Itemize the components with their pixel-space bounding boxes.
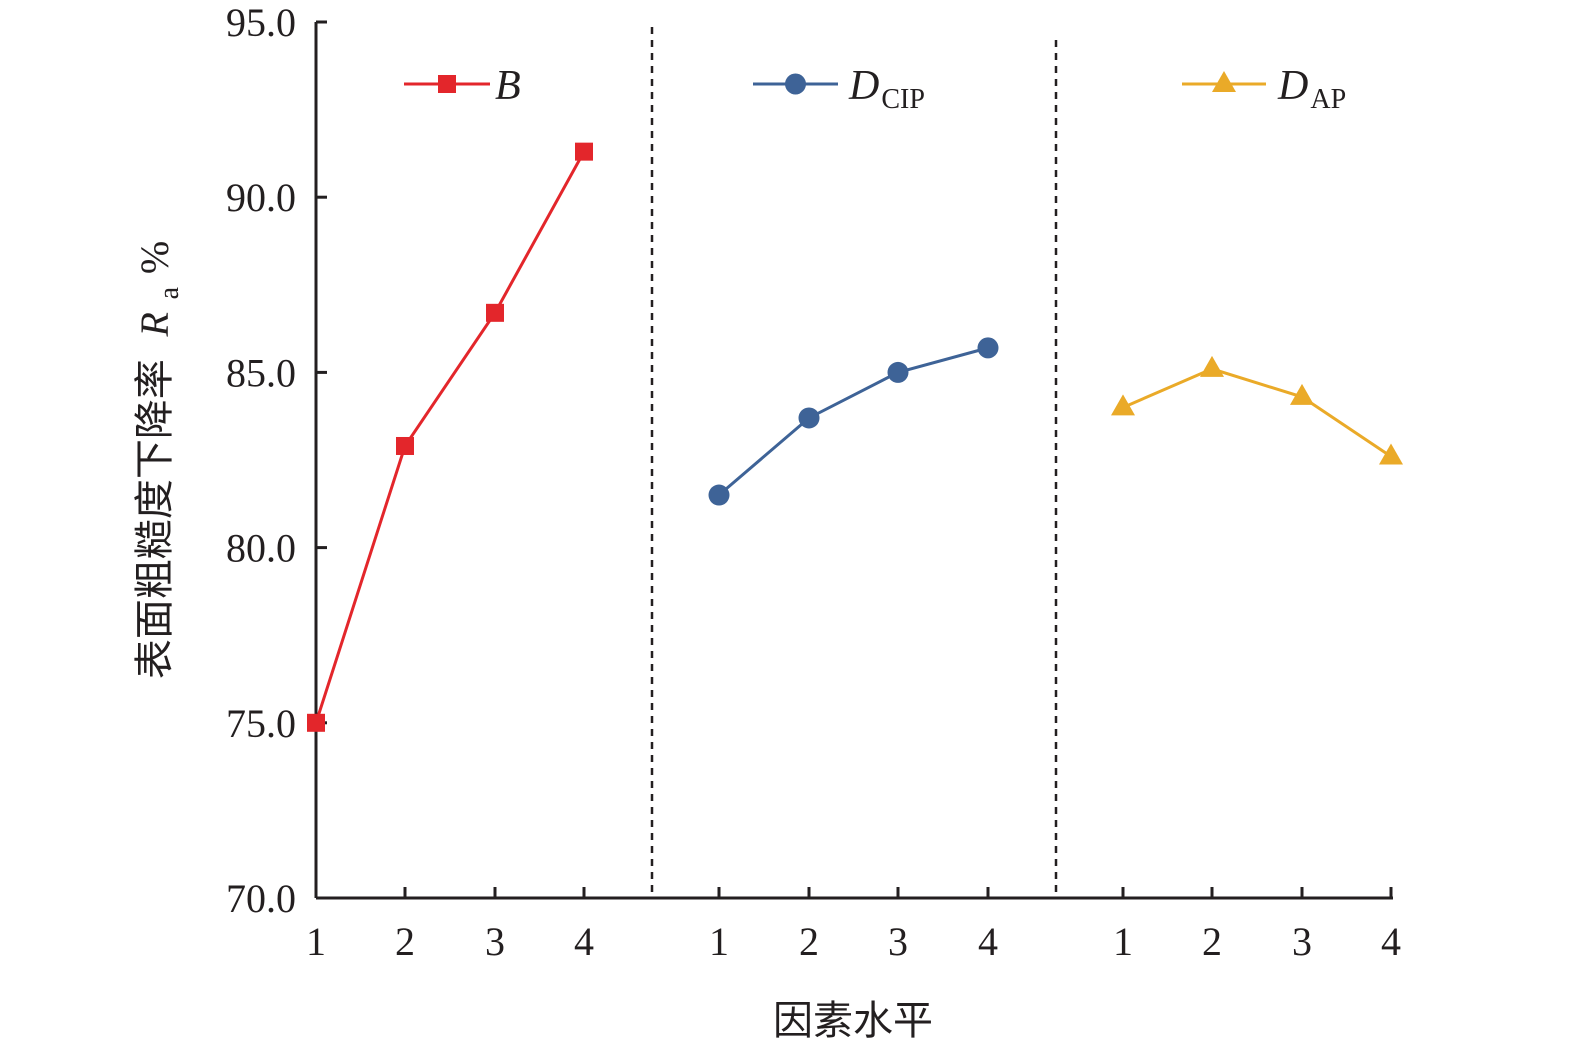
legend-label: B	[495, 63, 521, 109]
x-tick-label: 2	[1202, 919, 1222, 964]
series-d-cip	[708, 337, 999, 506]
data-point	[486, 303, 504, 322]
y-axis-title-symbol-sub: a	[154, 286, 185, 299]
data-point	[1111, 394, 1135, 416]
y-tick-label: 90.0	[226, 175, 296, 220]
series	[307, 142, 1403, 732]
legend-label: DAP	[1277, 63, 1346, 115]
data-point	[307, 713, 325, 732]
data-point	[708, 484, 730, 506]
data-point	[1200, 355, 1224, 377]
x-tick-label: 1	[709, 919, 729, 964]
data-point	[575, 142, 593, 161]
y-axis-title-symbol: R	[132, 312, 177, 337]
y-tick-label: 85.0	[226, 350, 296, 395]
y-tick-label: 95.0	[226, 0, 296, 45]
series-line	[314, 150, 586, 724]
data-point	[1290, 383, 1314, 405]
x-tick-label: 4	[1381, 919, 1401, 964]
data-point	[887, 361, 909, 383]
x-tick-label: 2	[395, 919, 415, 964]
x-axis-title: 因素水平	[773, 998, 933, 1044]
data-point	[1379, 443, 1403, 465]
series-d-ap	[1111, 355, 1403, 465]
legend-item: DCIP	[753, 63, 925, 115]
legend-item: B	[404, 63, 521, 109]
series-line	[1122, 367, 1392, 458]
x-tick-label: 4	[978, 919, 998, 964]
y-tick-label: 70.0	[226, 876, 296, 921]
y-tick-label: 75.0	[226, 701, 296, 746]
x-tick-label: 3	[888, 919, 908, 964]
legend-marker	[1212, 70, 1236, 92]
legend: B DCIP DAP	[404, 63, 1346, 115]
y-ticks: 70.0 75.0 80.0 85.0 90.0 95.0	[226, 0, 327, 921]
legend-item: DAP	[1182, 63, 1346, 115]
x-tick-label: 1	[1113, 919, 1133, 964]
x-tick-label: 2	[799, 919, 819, 964]
legend-marker	[785, 73, 806, 95]
series-b	[307, 142, 593, 732]
legend-label: DCIP	[848, 63, 925, 115]
data-point	[977, 337, 999, 359]
x-tick-label: 3	[485, 919, 505, 964]
x-tick-label: 1	[306, 919, 326, 964]
y-axis-title-unit: %	[132, 241, 177, 274]
x-tick-label: 3	[1292, 919, 1312, 964]
x-tick-label: 4	[574, 919, 594, 964]
data-point	[798, 407, 820, 429]
svg-text:表面粗糙度下降率 R a: 表面粗糙度下降率 R a %	[132, 241, 188, 679]
axes	[314, 22, 1393, 900]
legend-marker	[438, 75, 456, 93]
data-point	[396, 436, 414, 455]
series-line	[718, 346, 989, 497]
y-axis-title: 表面粗糙度下降率 R a %	[132, 241, 188, 679]
y-axis-title-text: 表面粗糙度下降率	[132, 359, 178, 679]
x-ticks: 1 2 3 4 1 2 3 4 1 2 3 4	[306, 887, 1401, 964]
y-tick-label: 80.0	[226, 526, 296, 571]
